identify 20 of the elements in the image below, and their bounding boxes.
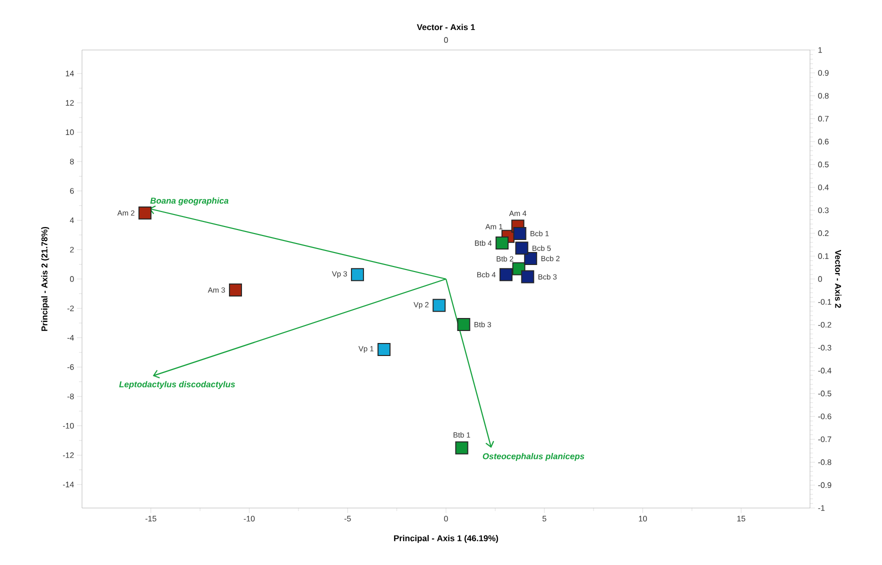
point — [513, 226, 526, 240]
point — [455, 441, 468, 454]
point — [378, 342, 391, 356]
x-axis-title: Principal - Axis 1 (46.19%) — [394, 535, 498, 543]
y-axis-title: Principal - Axis 2 (21.78%) — [41, 226, 50, 331]
point — [496, 236, 509, 250]
point — [432, 298, 446, 312]
annotation: Boana geographica — [150, 197, 228, 206]
point — [138, 206, 152, 220]
point — [521, 270, 534, 284]
point — [500, 268, 513, 282]
point — [457, 318, 470, 332]
x2-axis-title: Vector - Axis 1 — [416, 24, 475, 30]
annotation: Osteocephalus planiceps — [482, 453, 584, 461]
point — [524, 252, 538, 265]
point — [228, 284, 242, 297]
annotation: Leptodactylus discodactylus — [119, 381, 235, 389]
y2-axis-title: Vector - Axis 2 — [835, 250, 842, 308]
point — [515, 242, 528, 255]
point — [350, 268, 364, 282]
